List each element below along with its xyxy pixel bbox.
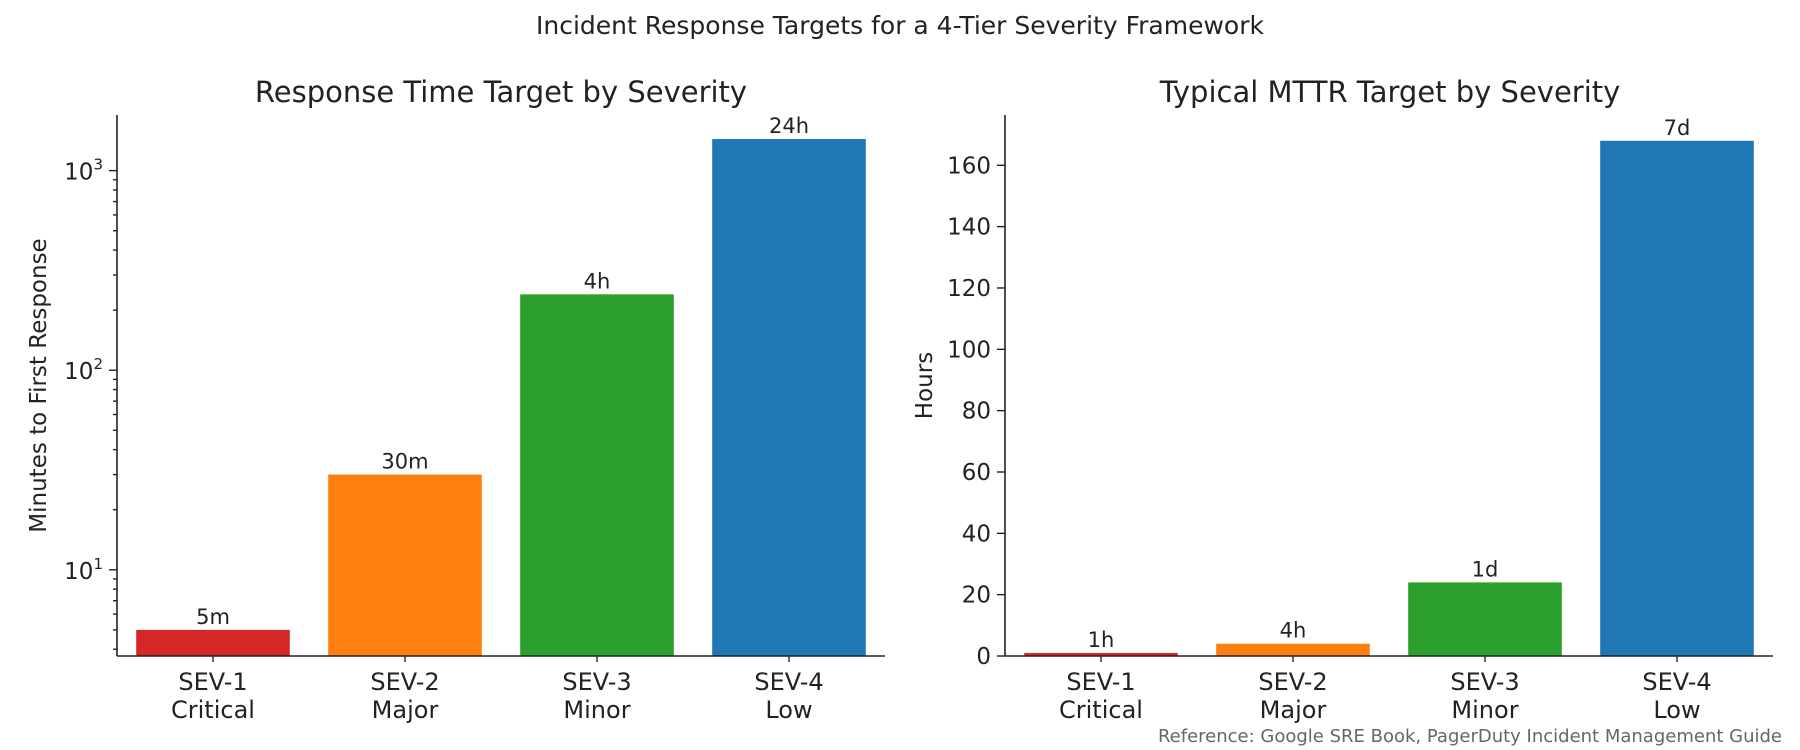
x-tick-label: Low [1653,696,1700,724]
x-tick-label: SEV-4 [754,668,823,696]
x-tick-label: SEV-2 [1258,668,1327,696]
y-tick-label: 40 [962,521,991,547]
chart-title: Typical MTTR Target by Severity [1159,75,1621,109]
bar-sev-2 [1216,643,1370,656]
y-tick-label: 160 [947,153,991,179]
bar-value-label: 1h [1088,628,1115,652]
y-tick-label: 80 [962,399,991,425]
y-tick-label: 140 [947,215,991,241]
x-tick-label: SEV-3 [562,668,631,696]
bar-value-label: 24h [769,114,809,138]
mttr-chart: Typical MTTR Target by Severity Hours 1h SE… [912,75,1773,724]
x-tick-label: SEV-1 [178,668,247,696]
bar-sev-4 [712,139,866,656]
bar-value-label: 5m [196,605,230,629]
reference-footnote: Reference: Google SRE Book, PagerDuty In… [1158,726,1782,747]
y-tick-label: 0 [976,644,991,670]
y-tick-label: 20 [962,583,991,609]
x-tick-label: SEV-4 [1642,668,1711,696]
bar-sev-3 [1408,582,1562,656]
x-tick-label: Major [372,696,439,724]
y-tick-label: 101 [64,555,103,585]
x-tick-label: SEV-3 [1450,668,1519,696]
y-axis-label: Minutes to First Response [26,238,52,532]
x-tick-label: Minor [1451,696,1518,724]
y-tick-label: 102 [64,355,103,385]
bar-value-label: 4h [584,269,611,293]
bar-sev-4 [1600,140,1754,656]
bar-value-label: 4h [1280,619,1307,643]
bar-sev-1 [136,629,290,656]
y-tick-label: 60 [962,460,991,486]
chart-title: Response Time Target by Severity [255,75,747,109]
bar-value-label: 7d [1664,116,1691,140]
x-tick-label: SEV-1 [1066,668,1135,696]
bar-sev-3 [520,294,674,656]
x-tick-label: Low [765,696,812,724]
response-time-chart: Response Time Target by Severity Minutes … [26,75,885,724]
y-tick-label: 120 [947,276,991,302]
y-tick-label: 103 [64,156,103,186]
bar-sev-1 [1024,652,1178,656]
bar-sev-2 [328,474,482,656]
x-tick-label: SEV-2 [370,668,439,696]
x-tick-label: Critical [171,696,255,724]
bar-value-label: 1d [1472,557,1499,581]
x-tick-label: Major [1260,696,1327,724]
figure-title: Incident Response Targets for a 4-Tier S… [536,11,1264,40]
bar-value-label: 30m [381,450,428,474]
y-tick-label: 100 [947,337,991,363]
x-tick-label: Critical [1059,696,1143,724]
x-tick-label: Minor [563,696,630,724]
y-axis-label: Hours [912,352,938,419]
